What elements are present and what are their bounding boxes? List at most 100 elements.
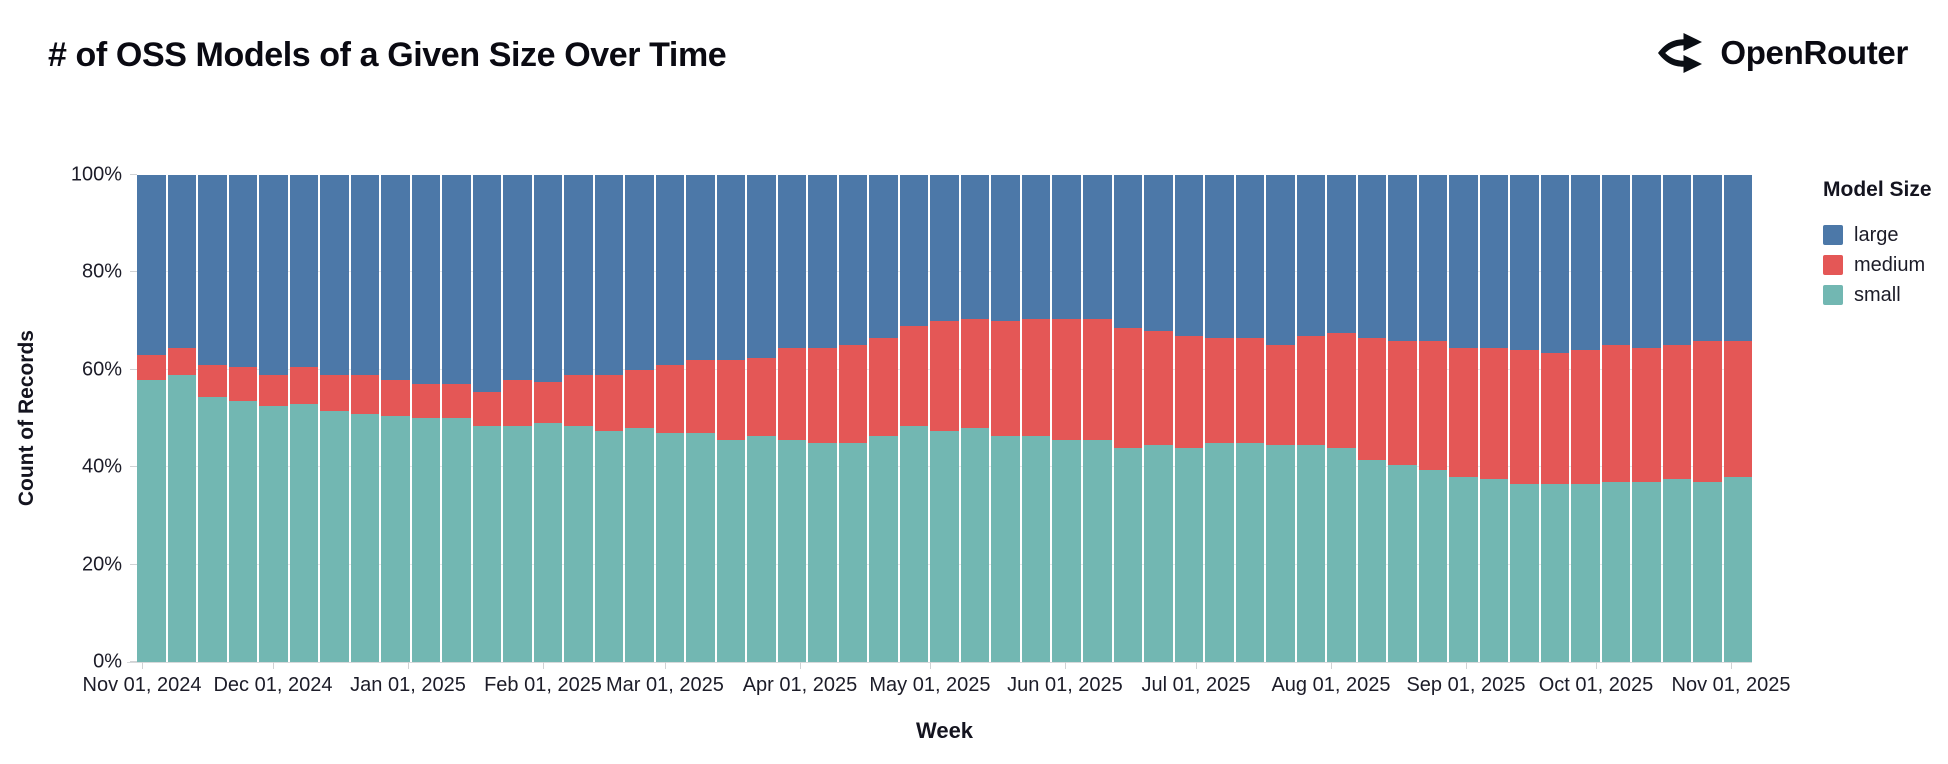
bar-segment-medium-week-3[interactable] — [198, 364, 227, 397]
bar-segment-large-week-12[interactable] — [472, 175, 502, 392]
bar-segment-medium-week-12[interactable] — [472, 391, 502, 426]
bar-segment-large-week-4[interactable] — [228, 175, 258, 368]
bar-segment-medium-week-42[interactable] — [1388, 340, 1417, 465]
bar-week-13[interactable] — [503, 175, 532, 662]
bar-segment-small-week-30[interactable] — [1021, 435, 1051, 662]
bar-week-8[interactable] — [350, 175, 380, 662]
bar-week-50[interactable] — [1632, 175, 1661, 662]
bar-segment-small-week-13[interactable] — [503, 425, 532, 662]
bar-week-48[interactable] — [1571, 175, 1600, 662]
bar-segment-small-week-21[interactable] — [747, 435, 776, 662]
bar-segment-medium-week-41[interactable] — [1357, 338, 1387, 460]
bar-segment-small-week-8[interactable] — [350, 413, 380, 662]
bar-segment-medium-week-48[interactable] — [1571, 350, 1600, 485]
bar-week-21[interactable] — [747, 175, 776, 662]
bar-segment-medium-week-30[interactable] — [1021, 318, 1051, 436]
bar-week-9[interactable] — [381, 175, 410, 662]
bar-segment-medium-week-46[interactable] — [1510, 350, 1539, 485]
bar-segment-small-week-20[interactable] — [716, 440, 746, 662]
bar-segment-small-week-42[interactable] — [1388, 464, 1417, 662]
bar-segment-large-week-53[interactable] — [1723, 175, 1753, 341]
bar-week-30[interactable] — [1021, 175, 1051, 662]
bar-week-23[interactable] — [808, 175, 837, 662]
bar-week-51[interactable] — [1662, 175, 1692, 662]
bar-segment-small-week-49[interactable] — [1601, 481, 1631, 662]
bar-week-45[interactable] — [1479, 175, 1509, 662]
bar-segment-medium-week-20[interactable] — [716, 360, 746, 441]
bar-segment-large-week-6[interactable] — [289, 175, 319, 368]
bar-segment-medium-week-26[interactable] — [899, 325, 929, 426]
bar-segment-medium-week-21[interactable] — [747, 357, 776, 436]
bar-week-43[interactable] — [1418, 175, 1448, 662]
bar-segment-small-week-26[interactable] — [899, 425, 929, 662]
bar-week-41[interactable] — [1357, 175, 1387, 662]
bar-segment-small-week-53[interactable] — [1723, 476, 1753, 662]
bar-week-12[interactable] — [472, 175, 502, 662]
bar-segment-large-week-23[interactable] — [808, 175, 837, 348]
bar-week-15[interactable] — [564, 175, 593, 662]
legend-item-small[interactable]: small — [1823, 280, 1932, 310]
bar-segment-large-week-50[interactable] — [1632, 175, 1661, 348]
bar-segment-medium-week-9[interactable] — [381, 379, 410, 417]
bar-segment-large-week-41[interactable] — [1357, 175, 1387, 339]
bar-segment-medium-week-22[interactable] — [777, 347, 807, 441]
bar-week-33[interactable] — [1113, 175, 1143, 662]
bar-week-38[interactable] — [1266, 175, 1295, 662]
bar-segment-small-week-44[interactable] — [1449, 476, 1478, 662]
bar-segment-large-week-9[interactable] — [381, 175, 410, 380]
bar-week-52[interactable] — [1693, 175, 1722, 662]
bar-segment-large-week-21[interactable] — [747, 175, 776, 358]
bar-week-2[interactable] — [167, 175, 197, 662]
bar-segment-medium-week-7[interactable] — [320, 374, 349, 412]
bar-week-37[interactable] — [1235, 175, 1265, 662]
bar-segment-large-week-43[interactable] — [1418, 175, 1448, 341]
bar-segment-large-week-39[interactable] — [1296, 175, 1326, 336]
bar-segment-large-week-35[interactable] — [1174, 175, 1204, 336]
bar-segment-small-week-48[interactable] — [1571, 484, 1600, 662]
bar-segment-large-week-47[interactable] — [1540, 175, 1570, 353]
bar-segment-medium-week-40[interactable] — [1327, 333, 1356, 448]
bar-segment-small-week-16[interactable] — [594, 430, 624, 662]
bar-segment-small-week-43[interactable] — [1418, 469, 1448, 662]
bar-segment-small-week-39[interactable] — [1296, 445, 1326, 662]
bar-segment-large-week-7[interactable] — [320, 175, 349, 375]
bar-segment-medium-week-34[interactable] — [1144, 330, 1173, 446]
bar-segment-small-week-45[interactable] — [1479, 479, 1509, 662]
bar-segment-small-week-29[interactable] — [991, 435, 1020, 662]
bar-segment-small-week-35[interactable] — [1174, 447, 1204, 662]
bar-segment-small-week-5[interactable] — [259, 406, 288, 662]
bar-segment-medium-week-16[interactable] — [594, 374, 624, 431]
bar-segment-medium-week-2[interactable] — [167, 347, 197, 375]
bar-week-46[interactable] — [1510, 175, 1539, 662]
bar-segment-small-week-38[interactable] — [1266, 445, 1295, 662]
bar-segment-medium-week-49[interactable] — [1601, 345, 1631, 482]
bar-week-53[interactable] — [1723, 175, 1753, 662]
bar-segment-medium-week-47[interactable] — [1540, 352, 1570, 485]
bar-segment-small-week-11[interactable] — [442, 418, 471, 662]
bar-segment-large-week-16[interactable] — [594, 175, 624, 375]
bar-segment-medium-week-53[interactable] — [1723, 340, 1753, 477]
bar-week-49[interactable] — [1601, 175, 1631, 662]
bar-segment-medium-week-19[interactable] — [686, 360, 715, 434]
bar-segment-small-week-31[interactable] — [1052, 440, 1081, 662]
bar-week-19[interactable] — [686, 175, 715, 662]
bar-week-39[interactable] — [1296, 175, 1326, 662]
bar-segment-medium-week-29[interactable] — [991, 321, 1020, 436]
bar-segment-medium-week-27[interactable] — [930, 321, 959, 431]
bar-segment-medium-week-6[interactable] — [289, 367, 319, 404]
bar-segment-large-week-52[interactable] — [1693, 175, 1722, 341]
bar-week-27[interactable] — [930, 175, 959, 662]
bar-segment-small-week-6[interactable] — [289, 403, 319, 662]
bar-segment-medium-week-43[interactable] — [1418, 340, 1448, 470]
bar-segment-small-week-10[interactable] — [411, 418, 441, 662]
bar-segment-small-week-47[interactable] — [1540, 484, 1570, 662]
bar-segment-large-week-26[interactable] — [899, 175, 929, 326]
bar-segment-large-week-34[interactable] — [1144, 175, 1173, 331]
bar-segment-large-week-14[interactable] — [533, 175, 563, 382]
bar-segment-small-week-32[interactable] — [1082, 440, 1112, 662]
bar-week-22[interactable] — [777, 175, 807, 662]
bar-segment-medium-week-39[interactable] — [1296, 335, 1326, 446]
bar-segment-medium-week-38[interactable] — [1266, 345, 1295, 446]
bar-segment-large-week-46[interactable] — [1510, 175, 1539, 351]
bar-segment-large-week-38[interactable] — [1266, 175, 1295, 346]
